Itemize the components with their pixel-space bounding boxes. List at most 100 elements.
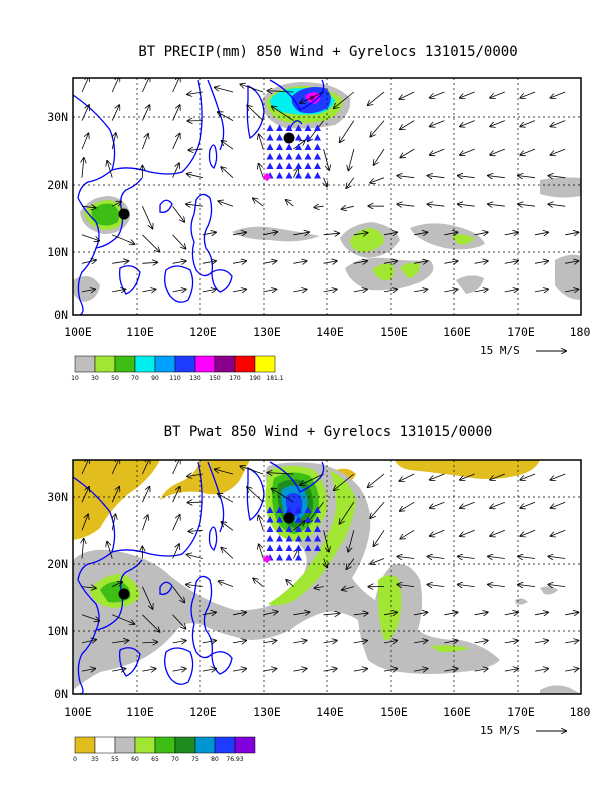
wind-vectors bbox=[82, 460, 578, 672]
panel-precip: BT PRECIP(mm) 850 Wind + Gyrelocs 131015… bbox=[47, 44, 590, 382]
panel-title: BT Pwat 850 Wind + Gyrelocs 131015/0000 bbox=[164, 424, 493, 440]
wind-vector bbox=[460, 91, 475, 98]
gyre-triangle bbox=[314, 124, 321, 131]
gyre-triangle bbox=[295, 162, 302, 169]
wind-vector bbox=[172, 586, 185, 603]
y-tick-label: 10N bbox=[47, 245, 68, 259]
colorbar-swatch bbox=[114, 736, 136, 754]
colorbar-label: 0 bbox=[73, 756, 77, 763]
x-tick-label: 140E bbox=[316, 325, 344, 339]
gyre-triangle bbox=[314, 525, 321, 532]
wind-vector bbox=[202, 612, 216, 615]
wind-vector bbox=[272, 107, 294, 121]
gridlines bbox=[73, 460, 581, 694]
wind-vector bbox=[353, 261, 367, 263]
precip-area bbox=[400, 262, 420, 278]
wind-vector bbox=[293, 612, 309, 615]
gyre-triangle bbox=[276, 124, 283, 131]
wind-vector bbox=[430, 473, 445, 480]
wind-vector bbox=[107, 542, 113, 559]
wind-vector bbox=[172, 234, 186, 249]
gyre-triangle bbox=[276, 143, 283, 150]
colorbar-swatch bbox=[94, 736, 116, 754]
wind-vector bbox=[186, 585, 203, 587]
wind-vector bbox=[172, 205, 185, 222]
gyre-triangle bbox=[304, 516, 312, 523]
wind-vector bbox=[111, 105, 119, 121]
wind-vector bbox=[504, 612, 518, 615]
precip-area bbox=[540, 177, 581, 198]
gyre-triangle bbox=[295, 506, 302, 513]
wind-vector bbox=[293, 521, 304, 531]
wind-vector bbox=[490, 120, 505, 127]
wind-vector bbox=[263, 612, 277, 615]
wind-vector bbox=[430, 501, 445, 508]
wind-vector bbox=[247, 487, 264, 503]
wind-vector bbox=[370, 177, 385, 183]
gyre-triangle bbox=[295, 544, 302, 551]
x-tick-label: 170E bbox=[507, 325, 535, 339]
vector-scale: 15 M/S bbox=[480, 344, 566, 357]
wind-vector bbox=[504, 261, 518, 263]
wind-vector bbox=[172, 515, 180, 531]
gyre-center-marker bbox=[283, 132, 295, 144]
wind-vector bbox=[219, 201, 234, 207]
wind-vector bbox=[259, 135, 264, 150]
gyre-triangle bbox=[304, 143, 312, 150]
wind-vector bbox=[263, 641, 276, 643]
wind-vector bbox=[300, 473, 324, 485]
wind-vector bbox=[263, 232, 277, 235]
wind-vector bbox=[263, 669, 276, 672]
wind-vector bbox=[534, 232, 548, 235]
wind-vector bbox=[218, 494, 234, 503]
wind-vector bbox=[565, 232, 578, 235]
wind-vector bbox=[444, 232, 457, 235]
wind-vector bbox=[534, 612, 548, 615]
wind-vector bbox=[253, 198, 264, 207]
wind-vector bbox=[323, 669, 337, 672]
wind-vector bbox=[518, 556, 536, 558]
gridlines bbox=[73, 78, 581, 315]
x-tick-label: 130E bbox=[253, 705, 281, 719]
gyre-triangle bbox=[314, 535, 321, 542]
gyre-triangle bbox=[276, 544, 283, 551]
gyre-triangle bbox=[276, 172, 283, 179]
wind-vector bbox=[81, 134, 88, 150]
wind-vector bbox=[81, 206, 96, 208]
wind-vector bbox=[142, 105, 149, 121]
wind-vector bbox=[232, 612, 246, 615]
colorbar-label: 190 bbox=[249, 375, 261, 382]
gyre-triangle bbox=[285, 153, 293, 160]
wind-vector bbox=[293, 669, 306, 672]
wind-vectors bbox=[81, 78, 578, 292]
x-tick-label: 160E bbox=[443, 705, 471, 719]
gyre-triangle bbox=[314, 134, 321, 141]
y-axis: 30N 20N 10N 0N bbox=[47, 110, 68, 322]
wind-vector bbox=[340, 120, 355, 143]
wind-vector bbox=[490, 148, 505, 155]
gyre-triangle bbox=[266, 153, 274, 160]
gyre-triangle bbox=[285, 535, 293, 542]
pwat-area bbox=[268, 470, 356, 606]
x-tick-label: 120E bbox=[189, 705, 217, 719]
gyre-triangle bbox=[285, 544, 293, 551]
plot-frame bbox=[72, 77, 582, 316]
wind-vector bbox=[112, 133, 116, 150]
wind-vector bbox=[300, 91, 324, 103]
wind-vector bbox=[534, 641, 548, 643]
wind-vector bbox=[240, 84, 264, 93]
wind-vector bbox=[353, 289, 367, 292]
wind-vector bbox=[172, 460, 180, 475]
wind-vector bbox=[324, 558, 328, 568]
wind-vector bbox=[428, 556, 445, 558]
wind-vector bbox=[172, 614, 186, 629]
wind-vector bbox=[398, 557, 415, 559]
colorbar-label: 10 bbox=[71, 375, 79, 382]
wind-vector bbox=[458, 176, 475, 178]
wind-vector bbox=[81, 105, 89, 121]
wind-vector bbox=[186, 204, 203, 206]
wind-vector bbox=[444, 261, 457, 263]
wind-vector bbox=[520, 529, 536, 536]
wind-vector bbox=[112, 614, 134, 624]
wind-vector bbox=[215, 469, 234, 475]
